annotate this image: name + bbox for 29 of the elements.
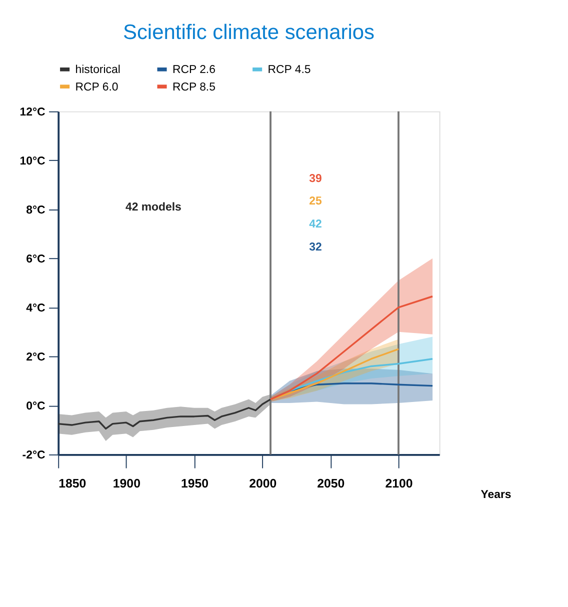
annotation: 42 models [126, 201, 182, 214]
line-series [57, 398, 272, 430]
legend-label: RCP 6.0 [75, 81, 118, 94]
chart-title: Scientific climate scenarios [122, 20, 375, 44]
x-tick-label: 1950 [180, 476, 209, 490]
legend-label: RCP 8.5 [172, 81, 216, 94]
annotation: 25 [309, 196, 322, 208]
y-tick-label: 6°C [26, 254, 46, 266]
annotation: 39 [309, 172, 322, 185]
y-tick-label: 10°C [20, 156, 46, 168]
x-axis-title: Years [480, 488, 512, 501]
x-tick-label: 1900 [112, 476, 141, 490]
annotation: 42 [309, 218, 322, 231]
y-tick-label: 12°C [20, 106, 46, 119]
line-series [270, 348, 400, 400]
x-tick-label: 2000 [249, 476, 277, 490]
x-tick-label: 1850 [58, 476, 86, 490]
y-tick-label: 8°C [26, 204, 46, 217]
y-tick-label: 0°C [26, 400, 46, 413]
line-series [270, 296, 434, 400]
legend-label: RCP 2.6 [172, 64, 216, 76]
x-tick-label: 2100 [385, 476, 413, 490]
legend-label: RCP 4.5 [268, 64, 311, 76]
y-tick-label: 4°C [26, 302, 46, 315]
annotation: 32 [309, 241, 322, 254]
y-tick-label: -2°C [22, 450, 46, 462]
legend-label: historical [75, 64, 120, 76]
y-tick-label: 2°C [26, 352, 46, 364]
x-tick-label: 2050 [317, 476, 345, 490]
